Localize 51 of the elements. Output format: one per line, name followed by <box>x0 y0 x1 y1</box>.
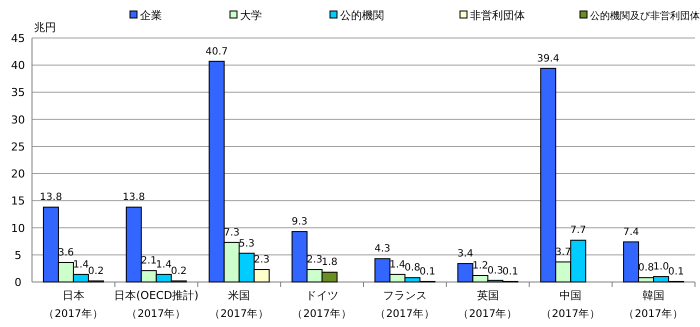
data-label: 39.4 <box>537 53 560 64</box>
data-label: 0.8 <box>638 262 654 274</box>
data-label: 40.7 <box>206 46 228 58</box>
data-label: 7.3 <box>224 227 240 238</box>
x-tick-label: 米国（2017年） <box>209 289 270 320</box>
data-label: 13.8 <box>40 192 62 204</box>
data-label: 7.7 <box>570 225 586 236</box>
data-label: 1.4 <box>389 259 406 270</box>
y-axis-title: 兆円 <box>34 21 56 34</box>
x-tick-label: 日本(OECD推計)（2017年） <box>114 289 198 320</box>
data-label: 0.1 <box>502 266 518 278</box>
legend-label: 大学 <box>240 9 262 22</box>
x-tick-label: ドイツ（2017年） <box>292 289 352 320</box>
data-label: 0.1 <box>668 266 684 278</box>
y-tick-label: 0 <box>14 276 22 289</box>
data-label: 7.4 <box>623 226 640 238</box>
data-label: 1.8 <box>322 257 338 268</box>
x-tick-label: フランス（2017年） <box>375 289 435 320</box>
data-label: 1.0 <box>653 262 670 273</box>
data-label: 2.3 <box>254 254 270 266</box>
x-tick-label: 韓国（2017年） <box>624 289 684 320</box>
data-label: 13.8 <box>122 192 145 204</box>
data-label: 0.3 <box>487 265 504 276</box>
y-tick-label: 15 <box>11 194 25 208</box>
y-tick-label: 40 <box>11 59 25 72</box>
data-label: 1.4 <box>72 259 89 270</box>
data-label: 2.3 <box>306 254 323 266</box>
y-tick-label: 10 <box>11 222 25 235</box>
y-tick-label: 35 <box>11 86 25 100</box>
data-label: 5.3 <box>238 238 255 250</box>
data-label: 9.3 <box>292 216 308 228</box>
y-tick-label: 20 <box>11 168 25 181</box>
data-label: 0.1 <box>419 266 436 278</box>
x-tick-label: 英国（2017年） <box>458 289 518 320</box>
data-label: 0.2 <box>170 266 187 277</box>
legend-label: 企業 <box>140 9 162 22</box>
legend-label: 公的機関 <box>340 9 384 22</box>
data-label: 0.2 <box>88 266 104 277</box>
data-label: 3.4 <box>457 248 474 260</box>
data-label: 1.4 <box>156 259 172 270</box>
x-tick-label: 日本（2017年） <box>44 289 104 320</box>
data-label: 1.2 <box>472 260 488 272</box>
y-tick-label: 5 <box>14 248 22 262</box>
legend-label: 公的機関及び非営利団体 <box>590 10 700 22</box>
y-tick-label: 45 <box>11 32 25 45</box>
x-tick-label: 中国（2017年） <box>540 289 601 320</box>
y-tick-label: 25 <box>11 140 25 154</box>
data-label: 4.3 <box>374 244 390 255</box>
y-tick-label: 30 <box>11 113 25 126</box>
legend-label: 非営利団体 <box>470 9 525 22</box>
data-label: 0.8 <box>404 262 420 274</box>
